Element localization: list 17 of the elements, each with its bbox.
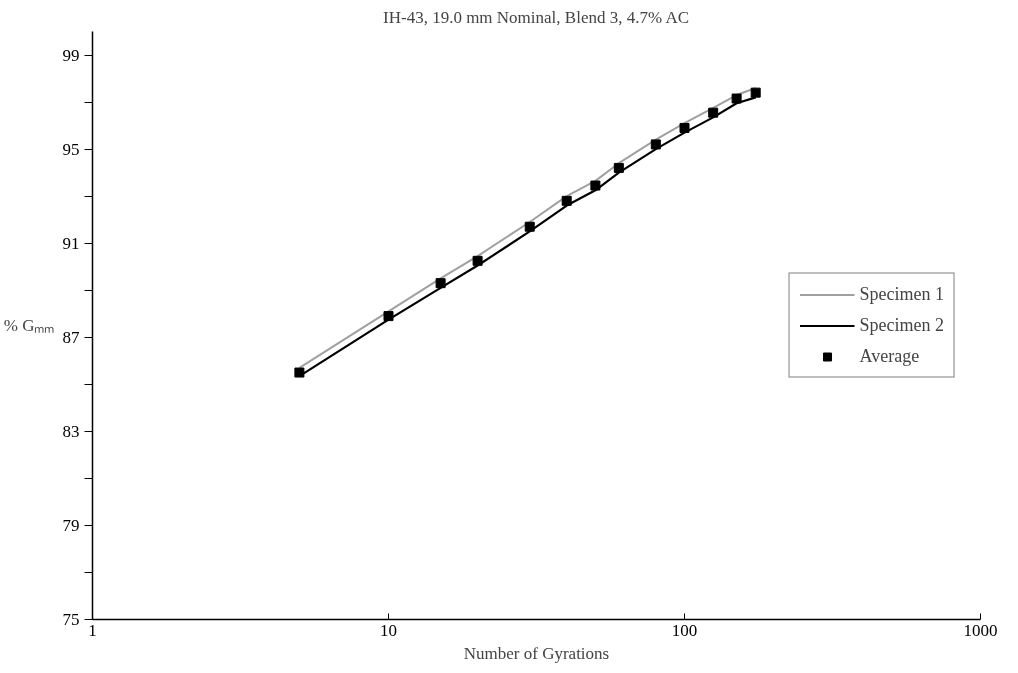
legend-label: Average	[859, 345, 920, 367]
x-tick-label: 100	[671, 620, 698, 640]
y-tick-label: 99	[62, 45, 80, 65]
x-tick-label: 1000	[963, 620, 998, 640]
y-axis-title: % Gₘₘ	[3, 316, 55, 335]
y-tick-label: 87	[62, 327, 80, 347]
x-tick-label: 10	[380, 620, 397, 640]
y-tick-label: 79	[62, 515, 80, 535]
x-axis-title: Number of Gyrations	[463, 643, 610, 663]
y-tick-label: 75	[62, 610, 80, 629]
y-tick-label: 95	[62, 139, 80, 159]
legend-label: Specimen 2	[859, 314, 944, 336]
y-tick-label: 91	[62, 233, 80, 253]
x-tick-label: 1	[88, 620, 97, 640]
legend-label: Specimen 1	[859, 283, 944, 305]
y-tick-label: 83	[62, 421, 80, 441]
chart-title: IH-43, 19.0 mm Nominal, Blend 3, 4.7% AC	[383, 7, 690, 27]
